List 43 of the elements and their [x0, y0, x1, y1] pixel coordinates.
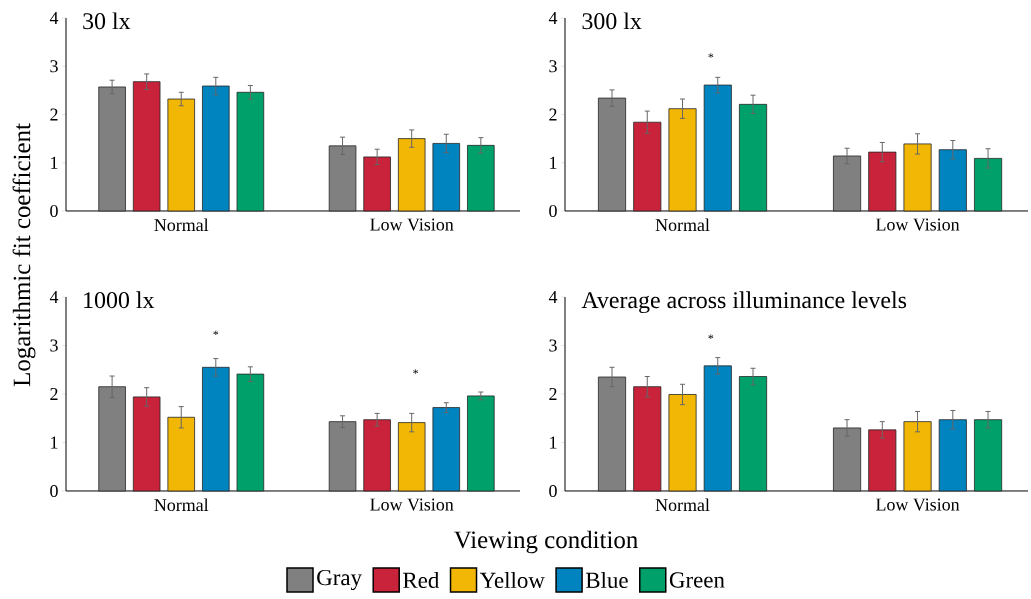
x-axis-title: Viewing condition — [453, 530, 638, 554]
x-tick-label: Normal — [655, 218, 710, 232]
y-tick-label: 3 — [549, 60, 557, 73]
y-tick-label: 3 — [50, 60, 58, 73]
y-tick-label: 2 — [549, 108, 557, 121]
x-tick-label: Normal — [154, 218, 209, 232]
legend-label: Red — [403, 571, 440, 589]
y-tick-label: 4 — [49, 12, 59, 24]
y-tick-label: 3 — [549, 339, 557, 352]
y-tick-label: 2 — [50, 108, 58, 121]
y-tick-label: 1 — [550, 156, 557, 169]
y-tick-label: 1 — [51, 436, 58, 449]
x-tick-label: Low Vision — [370, 498, 454, 511]
legend-label: Yellow — [479, 571, 545, 589]
annotation: * — [413, 369, 419, 374]
legend-label: Blue — [585, 571, 628, 589]
chart-title: Average across illuminance levels — [581, 291, 907, 314]
y-tick-label: 4 — [548, 291, 558, 303]
y-tick-label: 3 — [50, 339, 58, 352]
y-tick-label: 1 — [550, 436, 557, 449]
chart-title: 300 lx — [582, 12, 642, 30]
x-tick-label: Low Vision — [370, 218, 454, 231]
chart-title: 30 lx — [83, 12, 131, 30]
y-tick-label: 0 — [50, 204, 58, 218]
x-tick-label: Low Vision — [876, 498, 960, 511]
annotation: * — [708, 53, 714, 58]
y-axis-title: Logarithmic fit coefficient — [12, 123, 36, 387]
y-tick-label: 0 — [50, 484, 58, 498]
y-tick-label: 0 — [549, 204, 557, 218]
x-tick-label: Low Vision — [876, 218, 960, 231]
y-tick-label: 4 — [49, 291, 59, 303]
annotation: * — [708, 334, 714, 339]
y-tick-label: 1 — [51, 156, 58, 169]
x-tick-label: Normal — [655, 498, 710, 512]
legend-label: Gray — [317, 569, 362, 591]
annotation: * — [213, 330, 219, 336]
y-tick-label: 0 — [549, 484, 557, 498]
legend-label: Green — [669, 572, 725, 588]
y-tick-label: 2 — [50, 388, 58, 400]
chart-title: 1000 lx — [84, 291, 155, 309]
y-tick-label: 4 — [548, 12, 558, 24]
x-tick-label: Normal — [154, 498, 209, 512]
y-tick-label: 2 — [549, 388, 557, 400]
